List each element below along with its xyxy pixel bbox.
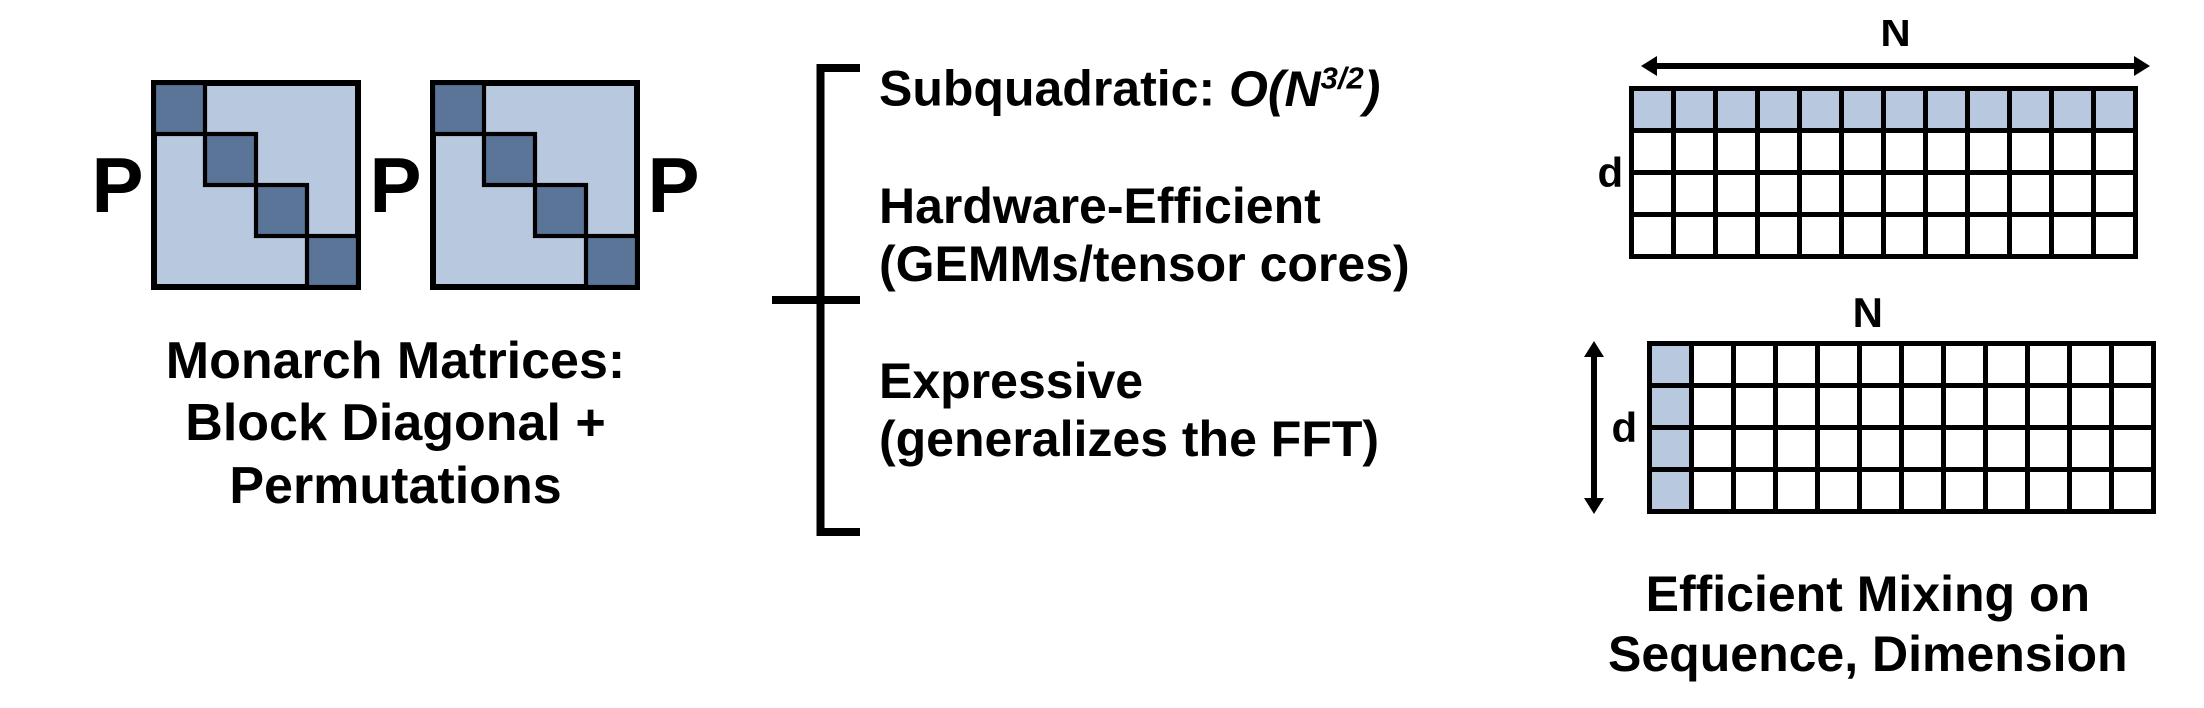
prop1-label: Subquadratic: [879,61,1229,117]
svg-text:N: N [1881,20,1911,55]
monarch-caption: Monarch Matrices: Block Diagonal + Permu… [166,330,625,517]
sequence-mixing-group: N d [1583,20,2152,259]
n-label-2: N [1853,289,1883,337]
matrix-formula-row: P P P [91,80,699,290]
prop1-bigO: O(N [1229,61,1321,117]
monarch-matrices-panel: P P P Monarch Matrices: Block Diagonal +… [20,20,771,517]
mixing-panel: N d N d Efficient Mixing on Sequence, Di… [1552,20,2184,684]
caption-line-2: Block Diagonal + [166,392,625,454]
mixing-caption: Efficient Mixing on Sequence, Dimension [1608,564,2128,684]
n-dimension-arrow-top: N [1583,20,2152,80]
prop3-line2: (generalizes the FFT) [879,411,1410,469]
grid-row-highlight [1629,86,2138,259]
prop-subquadratic: Subquadratic: O(N3/2) [879,60,1410,118]
prop3-line1: Expressive [879,353,1410,411]
p-label-1: P [91,146,143,224]
prop1-close: ) [1364,61,1381,117]
mixing-caption-l1: Efficient Mixing on [1608,564,2128,624]
prop1-exp: 3/2 [1321,60,1364,95]
d-dimension-arrow [1579,341,1609,514]
block-diagonal-matrix-1 [151,80,361,290]
prop2-line1: Hardware-Efficient [879,178,1410,236]
caption-line-3: Permutations [166,455,625,517]
grid-col-highlight [1647,341,2156,514]
properties-panel: Subquadratic: O(N3/2) Hardware-Efficient… [771,20,1552,540]
mixing-caption-l2: Sequence, Dimension [1608,624,2128,684]
prop-expressive: Expressive (generalizes the FFT) [879,353,1410,468]
p-label-2: P [369,146,421,224]
p-label-3: P [648,146,700,224]
bracket-icon [771,60,861,540]
d-label-1: d [1597,149,1623,197]
dimension-mixing-group: N d [1579,289,2156,514]
properties-list: Subquadratic: O(N3/2) Hardware-Efficient… [879,50,1410,468]
caption-line-1: Monarch Matrices: [166,330,625,392]
block-diagonal-matrix-2 [430,80,640,290]
prop2-line2: (GEMMs/tensor cores) [879,236,1410,294]
d-label-2: d [1611,404,1637,452]
prop-hardware: Hardware-Efficient (GEMMs/tensor cores) [879,178,1410,293]
